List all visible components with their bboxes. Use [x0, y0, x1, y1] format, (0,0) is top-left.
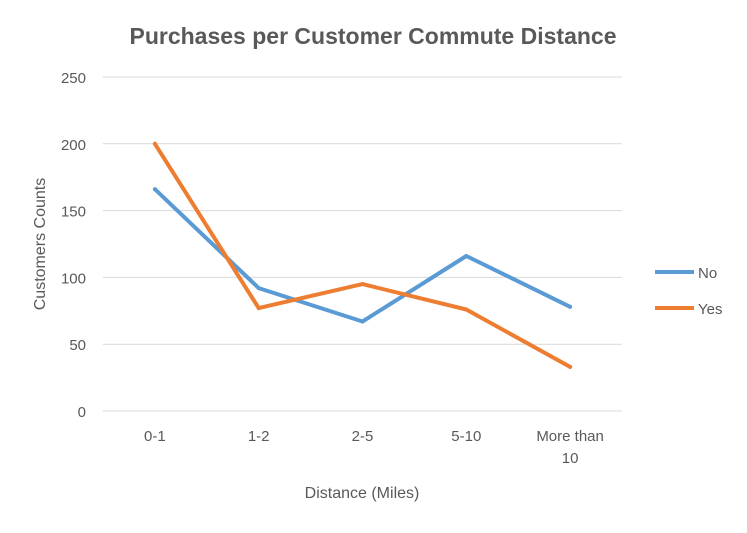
data-point-yes — [464, 307, 469, 312]
y-tick-label: 200 — [61, 137, 86, 154]
y-tick-label: 250 — [61, 70, 86, 87]
data-point-yes — [152, 141, 157, 146]
data-point-yes — [256, 306, 261, 311]
gridlines — [103, 76, 622, 412]
data-point-no — [568, 304, 573, 309]
legend: No Yes — [655, 265, 722, 318]
data-point-no — [360, 319, 365, 324]
legend-label: Yes — [698, 301, 722, 318]
data-point-no — [256, 286, 261, 291]
x-axis-tick-labels: 0-1 1-2 2-5 5-10 More than 10 — [144, 428, 604, 467]
y-tick-label: 0 — [78, 404, 86, 421]
series-line-yes — [152, 141, 573, 369]
y-tick-label: 100 — [61, 270, 86, 287]
legend-label: No — [698, 265, 717, 282]
series-line-no — [152, 187, 573, 324]
x-tick-label: More than — [536, 428, 604, 445]
x-axis-label: Distance (Miles) — [305, 485, 420, 502]
y-tick-label: 50 — [69, 337, 86, 354]
series-lines — [152, 141, 573, 369]
x-tick-label: 1-2 — [248, 428, 270, 445]
y-axis-tick-labels: 0 50 100 150 200 250 — [61, 70, 86, 421]
data-point-no — [464, 254, 469, 259]
chart-title: Purchases per Customer Commute Distance — [130, 23, 617, 49]
x-tick-label: 10 — [562, 450, 579, 467]
legend-item-no: No — [655, 265, 717, 282]
data-point-no — [152, 187, 157, 192]
x-tick-label: 2-5 — [352, 428, 374, 445]
y-axis-label: Customers Counts — [32, 178, 49, 311]
x-tick-label: 5-10 — [451, 428, 481, 445]
x-tick-label: 0-1 — [144, 428, 166, 445]
data-point-yes — [360, 282, 365, 287]
legend-item-yes: Yes — [655, 301, 722, 318]
y-tick-label: 150 — [61, 204, 86, 221]
data-point-yes — [568, 364, 573, 369]
